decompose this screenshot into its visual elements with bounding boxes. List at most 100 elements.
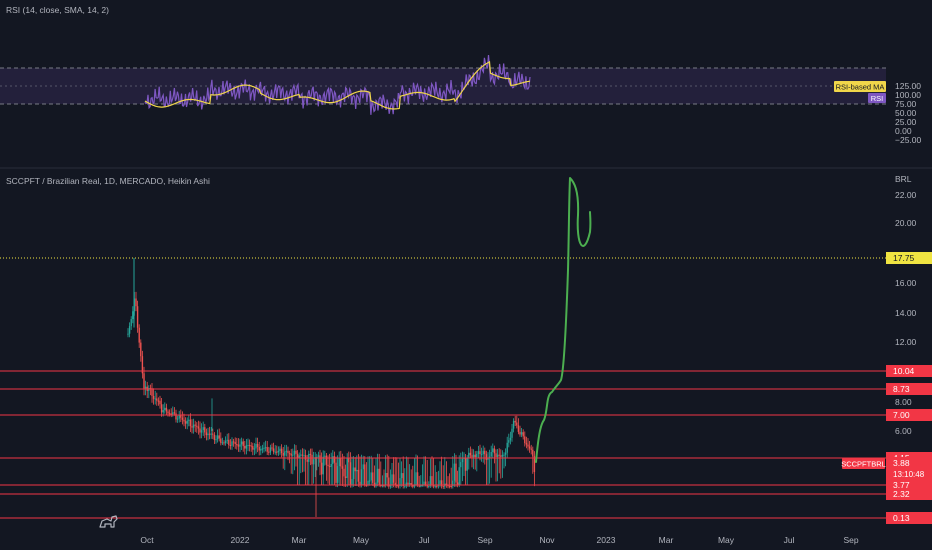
candle-body bbox=[304, 455, 307, 460]
candle-body bbox=[404, 486, 406, 488]
candle-body bbox=[164, 407, 166, 411]
candle-body bbox=[140, 342, 142, 357]
candle-body bbox=[397, 485, 400, 487]
candle-body bbox=[221, 442, 224, 444]
candle-body bbox=[216, 435, 219, 440]
candle-body bbox=[362, 464, 364, 470]
candle-body bbox=[127, 333, 129, 335]
candle-body bbox=[327, 464, 329, 466]
candle-body bbox=[482, 450, 484, 455]
candle-body bbox=[349, 462, 352, 486]
price-level-label: 10.04 bbox=[893, 366, 915, 376]
candle-body bbox=[338, 457, 340, 467]
candle-body bbox=[173, 412, 176, 414]
candle-body bbox=[517, 425, 520, 432]
time-axis-label: Mar bbox=[659, 535, 674, 545]
candle-body bbox=[287, 450, 289, 454]
candle-body bbox=[455, 463, 457, 483]
rsi-y-tick-label: 75.00 bbox=[895, 99, 917, 109]
candle-body bbox=[442, 486, 444, 488]
candle-body bbox=[530, 448, 532, 450]
candle-body bbox=[186, 420, 188, 424]
candle-body bbox=[151, 388, 153, 396]
candle-body bbox=[231, 441, 233, 446]
price-level-label: 17.75 bbox=[893, 253, 915, 263]
candle-body bbox=[160, 404, 163, 413]
candle-body bbox=[136, 306, 139, 328]
candle-body bbox=[477, 451, 480, 454]
candle-body bbox=[348, 457, 350, 463]
candle-body bbox=[332, 456, 334, 464]
candle-body bbox=[212, 433, 214, 435]
candle-body bbox=[232, 441, 235, 443]
time-axis-label: 2023 bbox=[597, 535, 616, 545]
candle-body bbox=[226, 439, 228, 441]
candle-body bbox=[282, 453, 284, 456]
candle-body bbox=[506, 442, 508, 453]
candle-body bbox=[245, 445, 248, 449]
candle-body bbox=[508, 440, 510, 443]
candle-body bbox=[365, 485, 368, 487]
candle-body bbox=[479, 451, 481, 455]
candle-body bbox=[152, 396, 155, 399]
time-axis[interactable]: Oct 2022 Mar May Jul Sep Nov 2023 Mar May Jul Sep bbox=[140, 535, 858, 545]
candle-body bbox=[423, 481, 425, 486]
candle-body bbox=[312, 459, 315, 465]
candle-body bbox=[320, 462, 323, 475]
candle-body bbox=[184, 421, 187, 424]
rsi-indicator-title[interactable]: RSI (14, close, SMA, 14, 2) bbox=[6, 5, 109, 15]
candle-body bbox=[434, 485, 436, 487]
rsi-y-tick-label: 125.00 bbox=[895, 81, 921, 91]
candle-body bbox=[394, 482, 396, 486]
candle-body bbox=[325, 455, 328, 465]
candle-body bbox=[317, 455, 320, 457]
candle-body bbox=[458, 467, 460, 486]
time-axis-label: May bbox=[718, 535, 735, 545]
candle-body bbox=[272, 448, 275, 452]
candle-body bbox=[253, 448, 256, 450]
candle-body bbox=[256, 444, 259, 447]
candle-body bbox=[228, 439, 230, 445]
candle-body bbox=[144, 386, 147, 389]
candle-body bbox=[429, 476, 432, 486]
candle-body bbox=[156, 398, 158, 401]
candle-body bbox=[445, 483, 448, 486]
candle-body bbox=[277, 450, 280, 453]
candle-body bbox=[528, 446, 531, 449]
candle-body bbox=[471, 455, 473, 458]
candle-body bbox=[407, 482, 409, 485]
price-chart-title[interactable]: SCCPFT / Brazilian Real, 1D, MERCADO, He… bbox=[6, 176, 210, 186]
candle-body bbox=[300, 454, 302, 456]
candle-body bbox=[461, 458, 464, 463]
candle-body bbox=[360, 469, 363, 486]
candle-body bbox=[432, 485, 435, 487]
price-y-tick-label: 6.00 bbox=[895, 426, 912, 436]
candle-body bbox=[288, 453, 291, 455]
candle-body bbox=[175, 413, 177, 420]
price-level-label: 8.73 bbox=[893, 384, 910, 394]
candle-body bbox=[143, 373, 145, 389]
last-price-badge: SCCPFTBRL 3.88 13:10:48 bbox=[841, 457, 932, 481]
time-axis-label: Jul bbox=[784, 535, 795, 545]
candle-body bbox=[352, 467, 355, 480]
candle-body bbox=[388, 477, 390, 487]
candle-body bbox=[207, 433, 209, 436]
candle-body bbox=[159, 400, 161, 405]
candle-body bbox=[165, 407, 168, 412]
candle-body bbox=[496, 454, 499, 457]
candle-body bbox=[370, 472, 372, 481]
tradingview-dinosaur-icon[interactable] bbox=[99, 515, 118, 528]
candle-body bbox=[274, 451, 276, 453]
projection-drawing[interactable] bbox=[535, 177, 592, 463]
candle-body bbox=[450, 486, 452, 487]
candle-body bbox=[469, 452, 472, 456]
candle-body bbox=[204, 427, 206, 433]
rsi-overbought-oversold-band bbox=[0, 68, 886, 104]
candle-body bbox=[252, 446, 254, 450]
heikin-ashi-candles bbox=[127, 258, 536, 517]
candle-body bbox=[293, 450, 296, 455]
candle-body bbox=[194, 424, 196, 426]
time-axis-label: May bbox=[353, 535, 370, 545]
